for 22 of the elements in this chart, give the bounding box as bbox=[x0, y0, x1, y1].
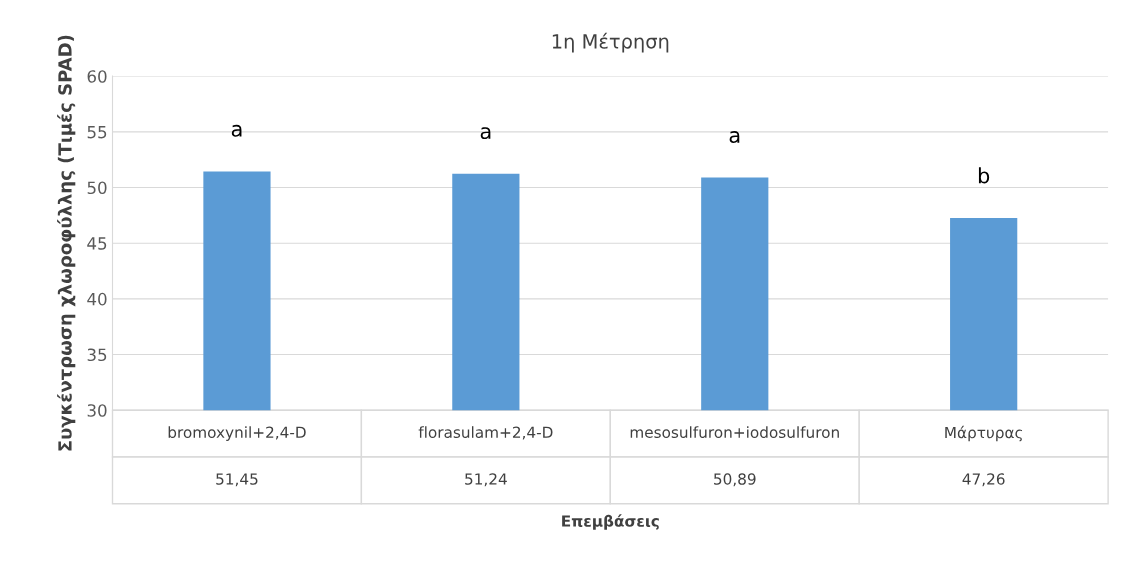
y-axis-title: Συγκέντρωση χλωροφύλλης (Τιμές SPAD) bbox=[57, 35, 76, 451]
data-label: 51,45 bbox=[216, 473, 258, 487]
y-tick-label: 30 bbox=[87, 404, 107, 417]
x-axis-title: Επεμβάσεις bbox=[562, 514, 659, 530]
annotation: a bbox=[480, 127, 491, 140]
x-tick-label: Μάρτυρας bbox=[945, 425, 1023, 442]
x-tick-label: bromoxynil+2,4-D bbox=[168, 426, 306, 441]
y-tick-label: 60 bbox=[87, 70, 107, 83]
y-tick-label: 45 bbox=[87, 237, 107, 250]
y-tick-label: 50 bbox=[87, 181, 107, 195]
data-label: 50,89 bbox=[714, 473, 756, 487]
data-label: 47,26 bbox=[962, 473, 1005, 487]
y-tick-label: 35 bbox=[87, 348, 107, 362]
x-tick-label: florasulam+2,4-D bbox=[418, 426, 553, 440]
annotation: b bbox=[978, 167, 990, 184]
y-tick-label: 55 bbox=[87, 126, 107, 139]
annotation: a bbox=[231, 124, 242, 137]
x-tick-label: mesosulfuron+iodosulfuron bbox=[630, 426, 839, 439]
data-label: 51,24 bbox=[465, 473, 507, 487]
y-tick-label: 40 bbox=[87, 292, 107, 306]
annotation: a bbox=[729, 131, 740, 144]
chart-title: 1η Μέτρηση bbox=[552, 32, 669, 53]
